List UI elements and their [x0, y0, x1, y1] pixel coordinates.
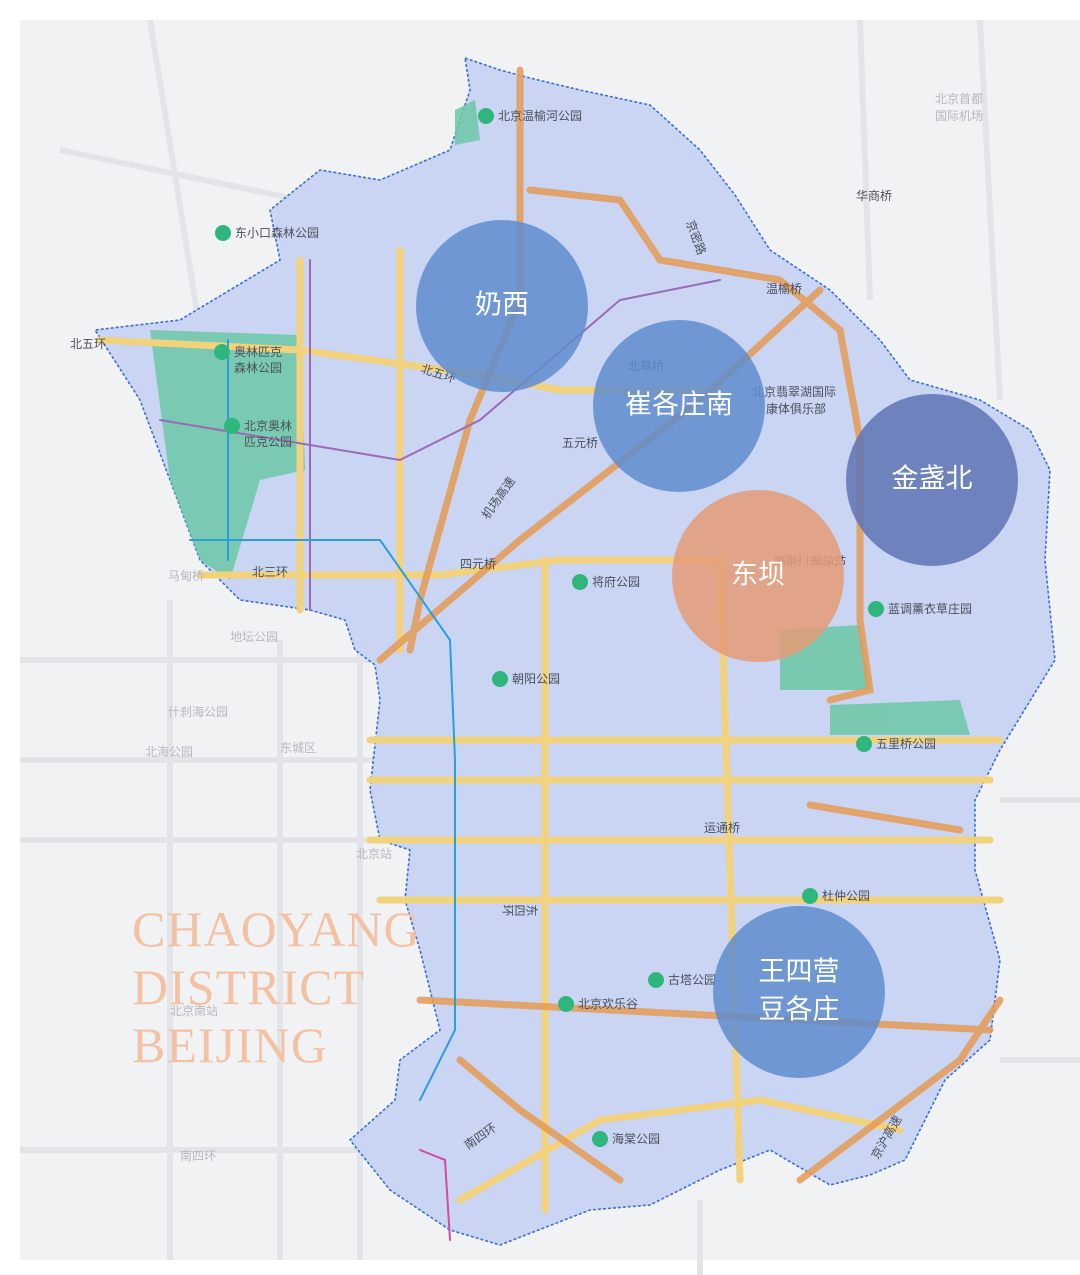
park-icon: [868, 601, 884, 617]
park-icon: [802, 888, 818, 904]
area-label: 崔各庄南: [625, 390, 733, 421]
park-icon: [856, 736, 872, 752]
park-icon: [224, 418, 240, 434]
area-label: 奶西: [475, 290, 529, 321]
park-icon: [648, 972, 664, 988]
place-label: 什刹海公园: [168, 704, 228, 719]
place-label: 北京温榆河公园: [498, 108, 582, 123]
area-circle: [593, 320, 765, 492]
place-label: 马甸桥: [168, 569, 204, 583]
place-label: 朝阳公园: [512, 672, 560, 686]
place-label: 蓝调薰衣草庄园: [888, 601, 972, 616]
area-label: 金盏北: [892, 464, 973, 495]
area-circle: [672, 490, 844, 662]
place-label: 北京翡翠湖国际: [752, 384, 836, 399]
place-label: 北京站: [356, 847, 392, 861]
area-label: 王四营: [759, 957, 840, 988]
place-label: 东小口森林公园: [235, 225, 319, 240]
park-icon: [215, 225, 231, 241]
place-label: 北京首都: [935, 92, 983, 106]
place-label: 奥林匹克: [234, 345, 282, 359]
district-text: DISTRICT: [132, 959, 365, 1015]
area-label: 东坝: [731, 560, 785, 591]
park-icon: [214, 344, 230, 360]
park-icon: [478, 108, 494, 124]
area-circle: [713, 906, 885, 1078]
place-label: 北海公园: [145, 744, 193, 759]
area-label: 豆各庄: [759, 995, 840, 1026]
place-label: 南四环: [180, 1148, 216, 1163]
place-label: 五里桥公园: [876, 737, 936, 751]
place-label: 杜仲公园: [822, 888, 870, 903]
place-label: 北京南站: [170, 1003, 218, 1018]
place-label: 北五环: [70, 337, 106, 351]
roads: [96, 66, 1004, 1241]
place-label: 运通桥: [704, 821, 740, 835]
area-circle: [416, 220, 588, 392]
faint-roads: [20, 19, 1080, 1275]
place-label: 东四环: [502, 903, 538, 917]
place-label: 森林公园: [234, 360, 282, 375]
district-text: CHAOYANG: [132, 901, 421, 957]
place-label: 北三环: [252, 565, 288, 579]
place-label: 五元桥: [562, 436, 598, 450]
place-label: 国际机场: [935, 109, 983, 123]
park-icon: [558, 996, 574, 1012]
place-label: 东城区: [280, 741, 316, 755]
area-circle: [846, 394, 1018, 566]
place-label: 地坛公园: [230, 630, 278, 644]
place-label: 北京奥林: [244, 419, 292, 433]
park-icon: [572, 574, 588, 590]
place-label: 温榆桥: [766, 281, 802, 296]
place-label: 华商桥: [856, 188, 892, 203]
district-text: BEIJING: [132, 1017, 328, 1073]
place-label: 北京欢乐谷: [578, 996, 638, 1011]
place-label: 康体俱乐部: [766, 401, 826, 416]
place-label: 古塔公园: [668, 972, 716, 987]
place-label: 海棠公园: [612, 1131, 660, 1146]
place-label: 四元桥: [460, 557, 496, 571]
place-label: 匹克公园: [244, 435, 292, 449]
place-label: 将府公园: [592, 574, 640, 589]
park-icon: [492, 671, 508, 687]
park-icon: [592, 1131, 608, 1147]
